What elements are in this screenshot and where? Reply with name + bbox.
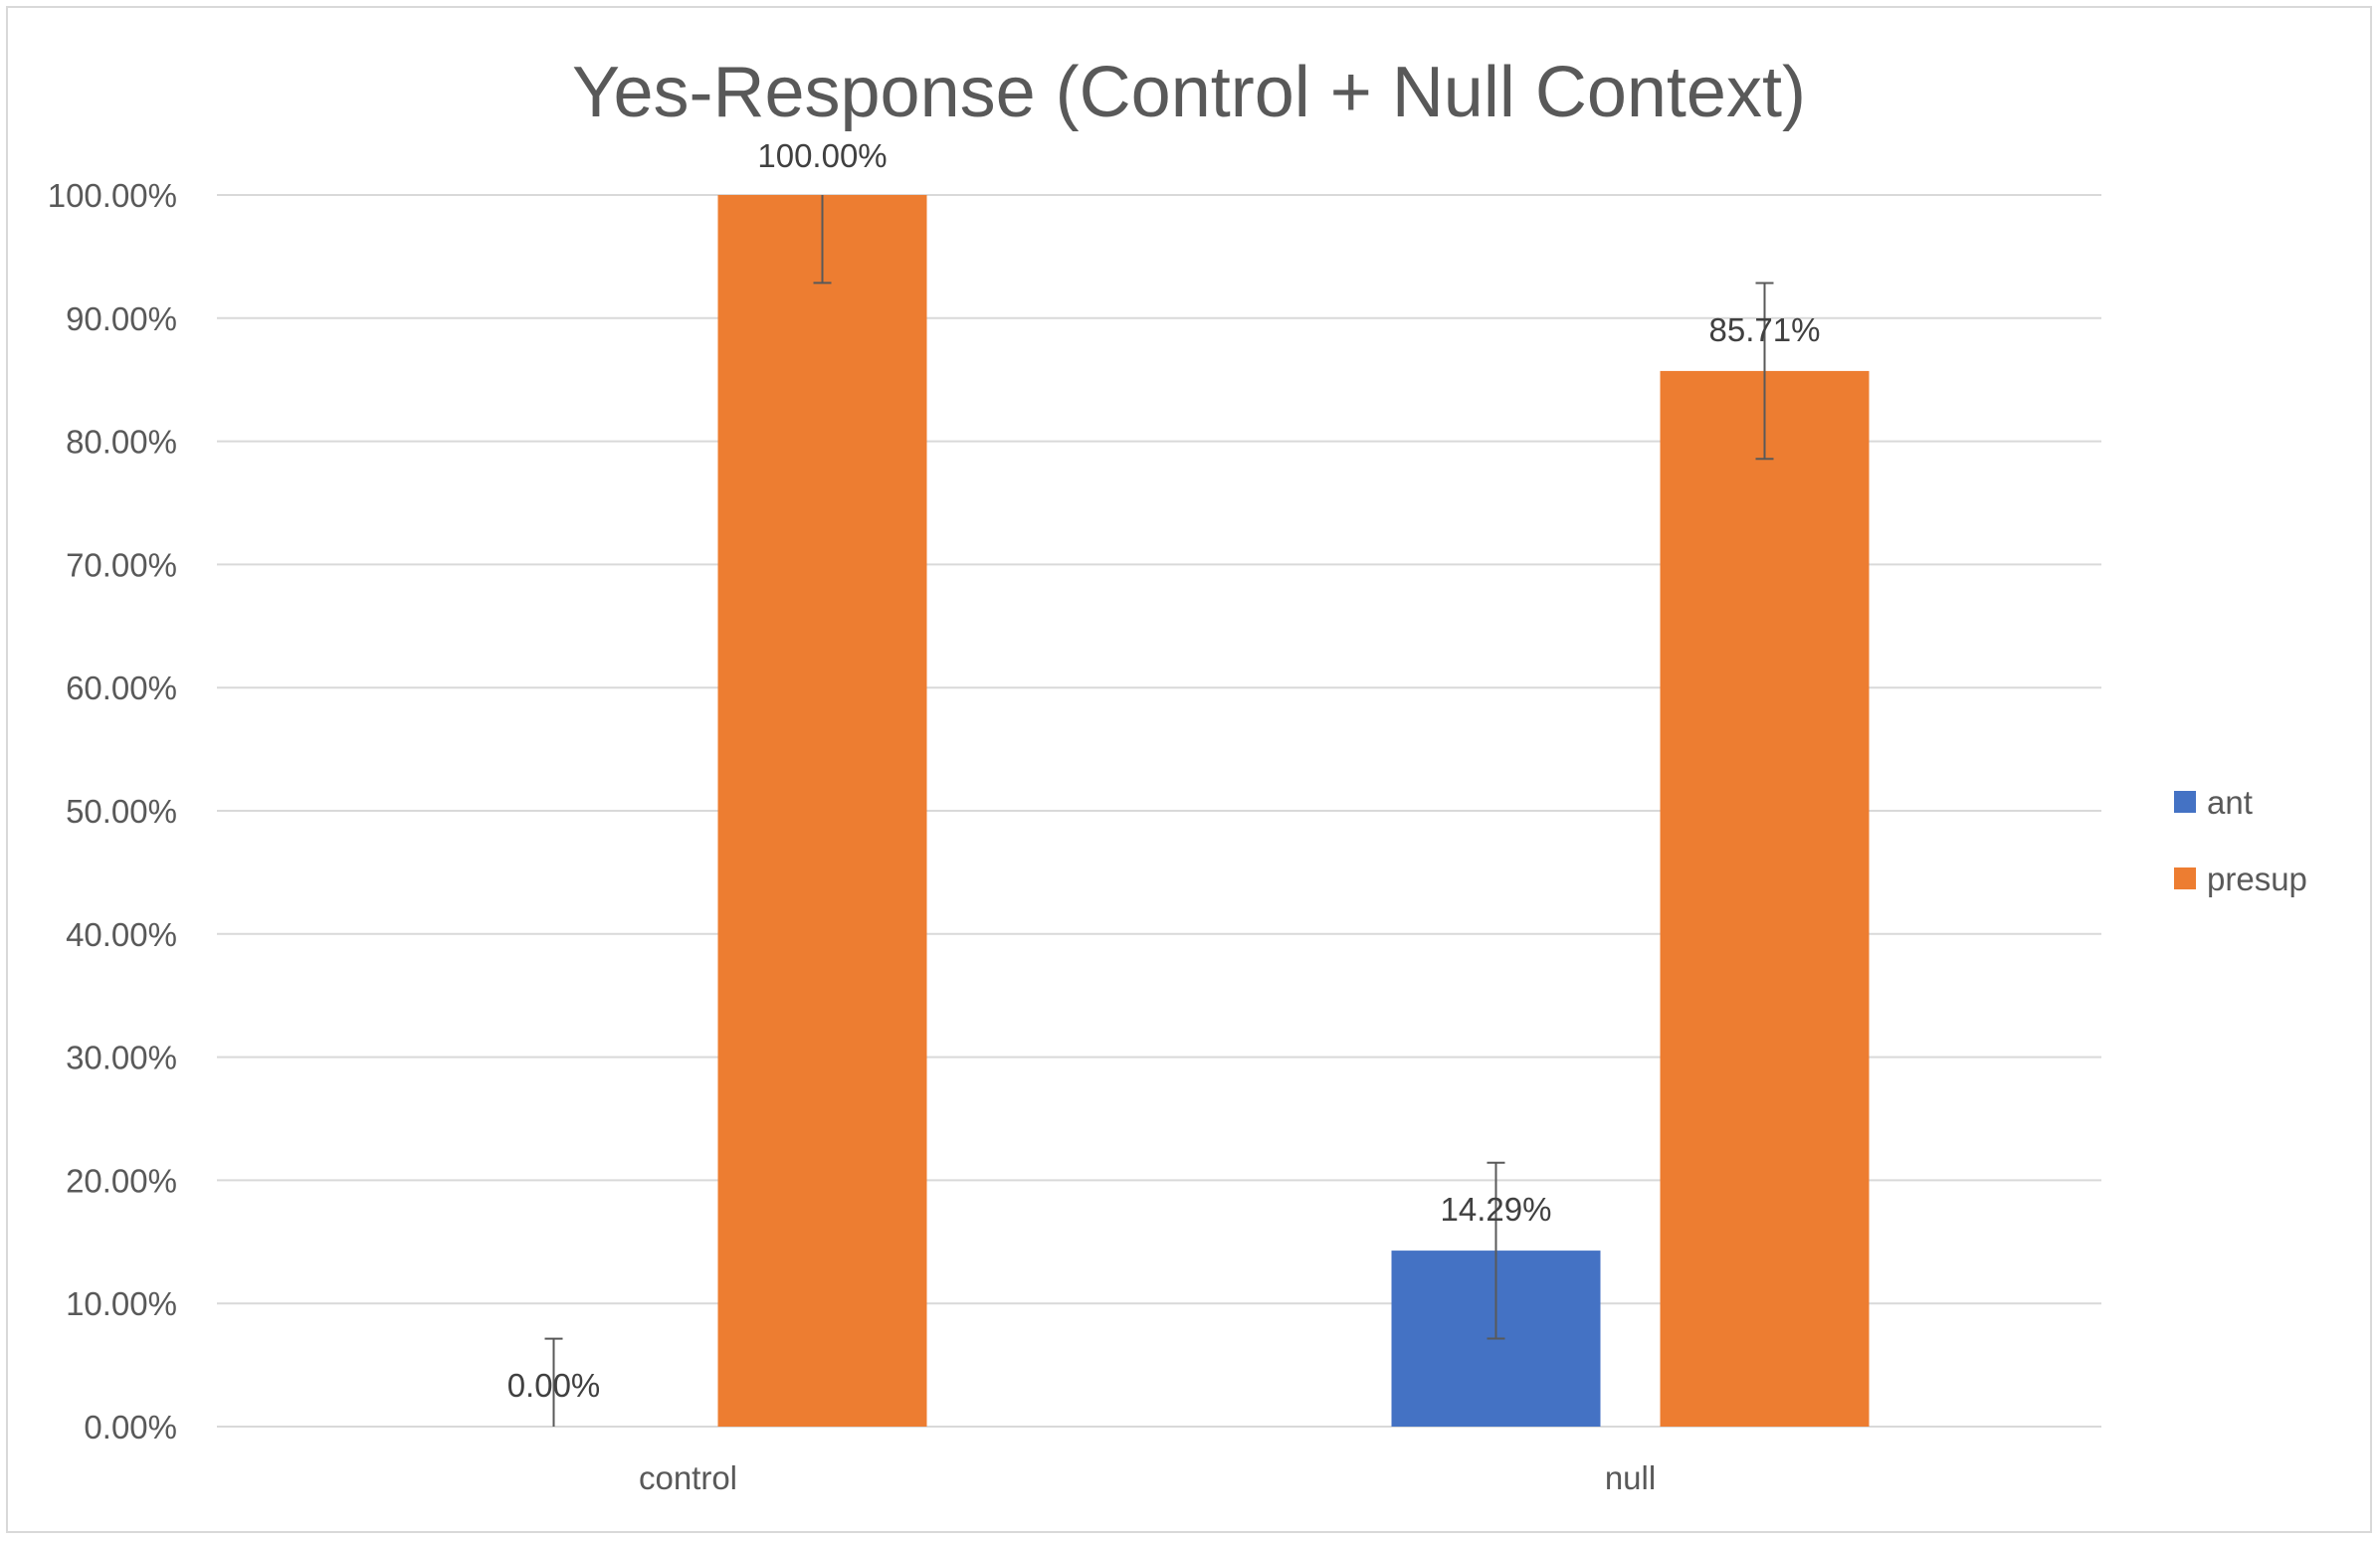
y-tick-label: 40.00% bbox=[66, 916, 177, 953]
bars bbox=[717, 195, 1870, 1428]
y-tick-label: 90.00% bbox=[66, 300, 177, 337]
legend-label-presup: presup bbox=[2207, 861, 2307, 897]
y-tick-label: 70.00% bbox=[66, 546, 177, 583]
y-tick-label: 80.00% bbox=[66, 424, 177, 461]
data-labels: 0.00% 100.00% 14.29% 85.71% bbox=[507, 137, 1821, 1404]
y-tick-label: 50.00% bbox=[66, 793, 177, 830]
data-label: 100.00% bbox=[757, 137, 887, 174]
legend: ant presup bbox=[2174, 784, 2307, 897]
chart-frame bbox=[6, 6, 2372, 1533]
y-axis-ticks: 0.00% 10.00% 20.00% 30.00% 40.00% 50.00% 60.00… bbox=[48, 177, 177, 1445]
error-bars bbox=[544, 195, 1774, 1427]
legend-swatch-presup bbox=[2174, 867, 2196, 889]
x-axis-categories: control null bbox=[639, 1459, 1656, 1496]
data-label: 85.71% bbox=[1709, 311, 1821, 348]
x-category-label: control bbox=[639, 1459, 737, 1496]
legend-swatch-ant bbox=[2174, 791, 2196, 813]
y-tick-label: 20.00% bbox=[66, 1162, 177, 1199]
bar-presup-null bbox=[1660, 370, 1870, 1428]
y-tick-label: 100.00% bbox=[48, 177, 177, 214]
data-label: 0.00% bbox=[507, 1367, 601, 1404]
y-tick-label: 60.00% bbox=[66, 670, 177, 706]
chart-title: Yes-Response (Control + Null Context) bbox=[572, 53, 1806, 132]
y-tick-label: 30.00% bbox=[66, 1040, 177, 1076]
legend-label-ant: ant bbox=[2207, 784, 2253, 821]
y-tick-label: 10.00% bbox=[66, 1285, 177, 1322]
data-label: 14.29% bbox=[1441, 1191, 1552, 1228]
y-tick-label: 0.00% bbox=[84, 1409, 177, 1445]
x-category-label: null bbox=[1605, 1459, 1656, 1496]
bar-presup-control bbox=[717, 195, 927, 1427]
